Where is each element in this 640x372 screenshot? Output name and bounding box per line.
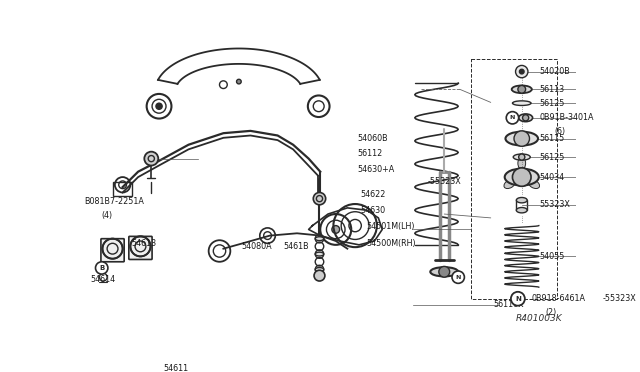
Ellipse shape	[316, 237, 324, 241]
Circle shape	[314, 270, 325, 281]
Text: 54611: 54611	[164, 363, 189, 372]
Text: 5461B: 5461B	[283, 242, 308, 251]
FancyBboxPatch shape	[129, 236, 152, 260]
Circle shape	[237, 79, 241, 84]
Bar	[113, 182, 132, 196]
Text: R401003K: R401003K	[515, 314, 562, 323]
Circle shape	[452, 271, 465, 283]
Text: 56125: 56125	[540, 99, 565, 108]
Text: 54630+A: 54630+A	[358, 165, 395, 174]
Ellipse shape	[516, 198, 527, 203]
Circle shape	[145, 152, 158, 166]
Circle shape	[513, 168, 531, 186]
Text: 54055: 54055	[540, 252, 565, 261]
Text: 56112: 56112	[358, 150, 383, 158]
Circle shape	[439, 266, 450, 277]
Text: 54501M(LH): 54501M(LH)	[367, 222, 415, 231]
Text: N: N	[510, 115, 515, 120]
Circle shape	[332, 225, 340, 233]
Circle shape	[516, 65, 528, 78]
Ellipse shape	[316, 252, 324, 256]
Ellipse shape	[513, 154, 531, 160]
Circle shape	[511, 292, 525, 306]
Text: 54500M(RH): 54500M(RH)	[367, 239, 417, 248]
Ellipse shape	[518, 157, 525, 169]
Text: 56113: 56113	[540, 85, 564, 94]
Text: 56125: 56125	[540, 153, 565, 161]
Text: 54060B: 54060B	[358, 134, 388, 143]
Ellipse shape	[430, 267, 458, 276]
Text: -55323X: -55323X	[428, 177, 461, 186]
Circle shape	[518, 154, 525, 160]
Text: N: N	[456, 275, 461, 280]
Text: (6): (6)	[554, 127, 565, 136]
Text: 56110K: 56110K	[494, 301, 524, 310]
Circle shape	[520, 69, 524, 74]
Text: (2): (2)	[545, 308, 556, 317]
Ellipse shape	[506, 132, 538, 145]
Circle shape	[506, 112, 518, 124]
Ellipse shape	[504, 179, 515, 189]
Text: 0B91B-3401A: 0B91B-3401A	[540, 113, 594, 122]
Text: 55323X: 55323X	[540, 200, 570, 209]
Circle shape	[95, 262, 108, 274]
Ellipse shape	[516, 208, 527, 213]
Circle shape	[156, 103, 162, 109]
Text: (4): (4)	[102, 211, 113, 220]
Text: 54080A: 54080A	[241, 242, 272, 251]
Text: 0B918-6461A: 0B918-6461A	[531, 294, 585, 303]
Ellipse shape	[513, 101, 531, 106]
Bar	[472, 58, 557, 299]
Circle shape	[522, 115, 529, 121]
Text: 54034: 54034	[540, 173, 564, 182]
Text: 54622: 54622	[360, 190, 386, 199]
FancyBboxPatch shape	[101, 239, 124, 262]
Text: 54020B: 54020B	[540, 67, 570, 76]
Ellipse shape	[528, 179, 540, 189]
Text: 56115: 56115	[540, 134, 565, 143]
Ellipse shape	[505, 169, 539, 186]
Ellipse shape	[511, 86, 532, 93]
Circle shape	[518, 86, 525, 93]
Ellipse shape	[316, 267, 324, 272]
Text: N: N	[515, 296, 521, 302]
Text: -55323X: -55323X	[602, 294, 636, 303]
Circle shape	[313, 192, 326, 205]
Text: 54614: 54614	[91, 275, 116, 284]
Ellipse shape	[518, 114, 532, 122]
Text: 54613: 54613	[131, 239, 156, 248]
Circle shape	[514, 131, 529, 146]
Text: B: B	[99, 265, 104, 271]
Text: B081B7-2251A: B081B7-2251A	[84, 197, 145, 206]
Text: 54630: 54630	[360, 206, 386, 215]
